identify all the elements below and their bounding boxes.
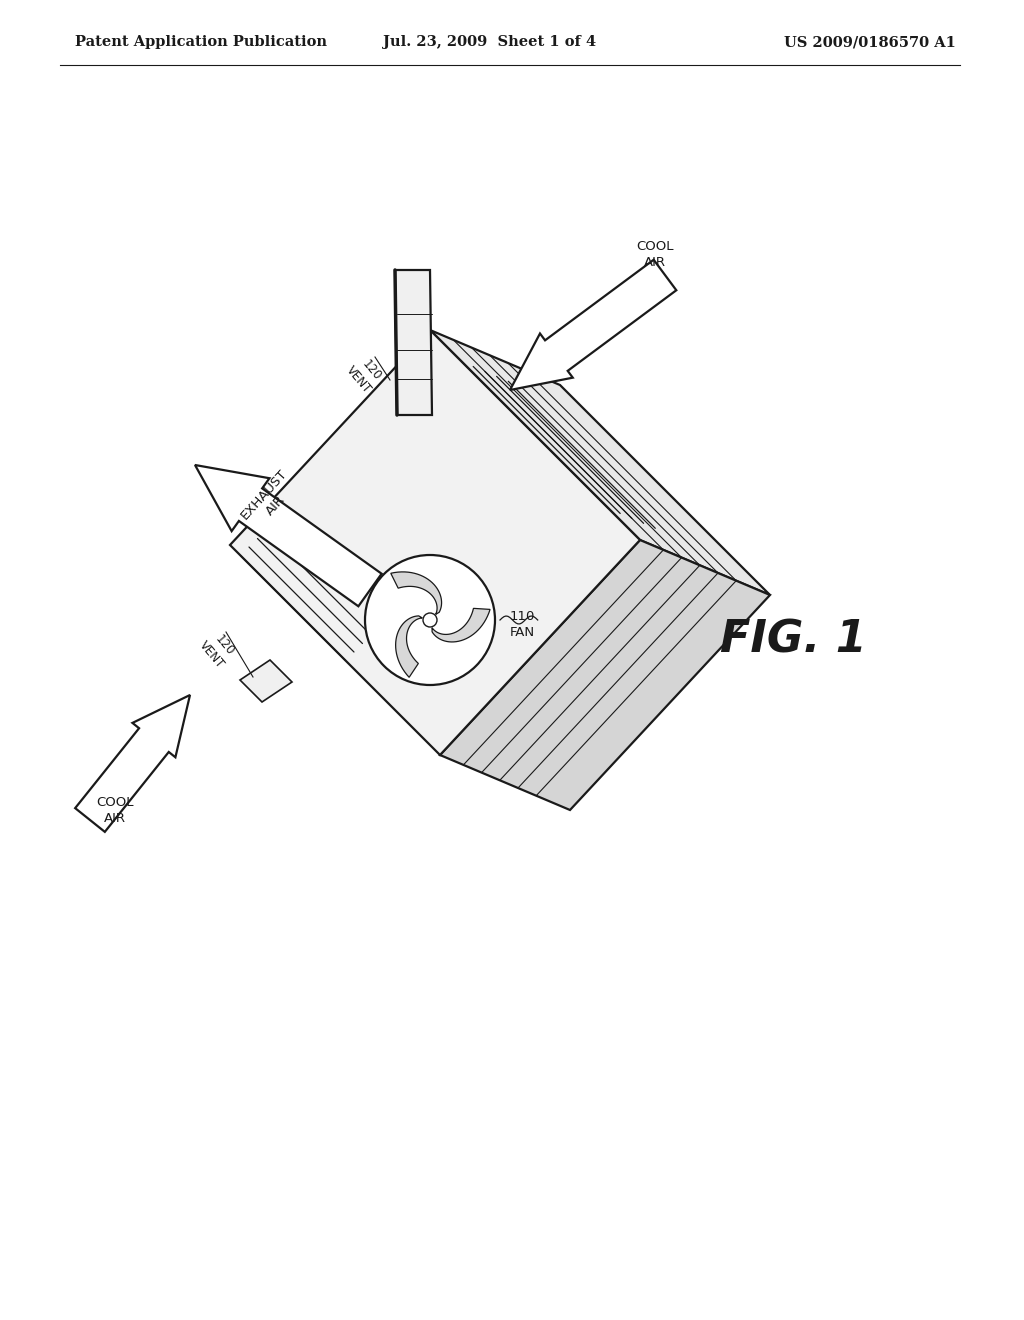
Polygon shape: [230, 330, 640, 755]
Circle shape: [423, 612, 437, 627]
Text: Patent Application Publication: Patent Application Publication: [75, 36, 327, 49]
Polygon shape: [510, 260, 676, 389]
Text: COOL
AIR: COOL AIR: [96, 796, 134, 825]
Polygon shape: [430, 330, 770, 595]
Polygon shape: [432, 609, 490, 642]
Text: EXHAUST
AIR: EXHAUST AIR: [239, 467, 302, 533]
Text: FIG. 1: FIG. 1: [720, 619, 866, 661]
Text: 120
VENT: 120 VENT: [197, 628, 240, 672]
Polygon shape: [75, 696, 190, 832]
Text: US 2009/0186570 A1: US 2009/0186570 A1: [784, 36, 956, 49]
Text: 120
VENT: 120 VENT: [344, 354, 386, 396]
Polygon shape: [440, 540, 770, 810]
Polygon shape: [240, 660, 292, 702]
Polygon shape: [395, 271, 432, 414]
Polygon shape: [195, 465, 382, 606]
Circle shape: [365, 554, 495, 685]
Text: 110
FAN: 110 FAN: [510, 610, 536, 639]
Polygon shape: [395, 616, 422, 677]
Polygon shape: [391, 572, 441, 614]
Text: Jul. 23, 2009  Sheet 1 of 4: Jul. 23, 2009 Sheet 1 of 4: [383, 36, 597, 49]
Text: COOL
AIR: COOL AIR: [636, 240, 674, 269]
